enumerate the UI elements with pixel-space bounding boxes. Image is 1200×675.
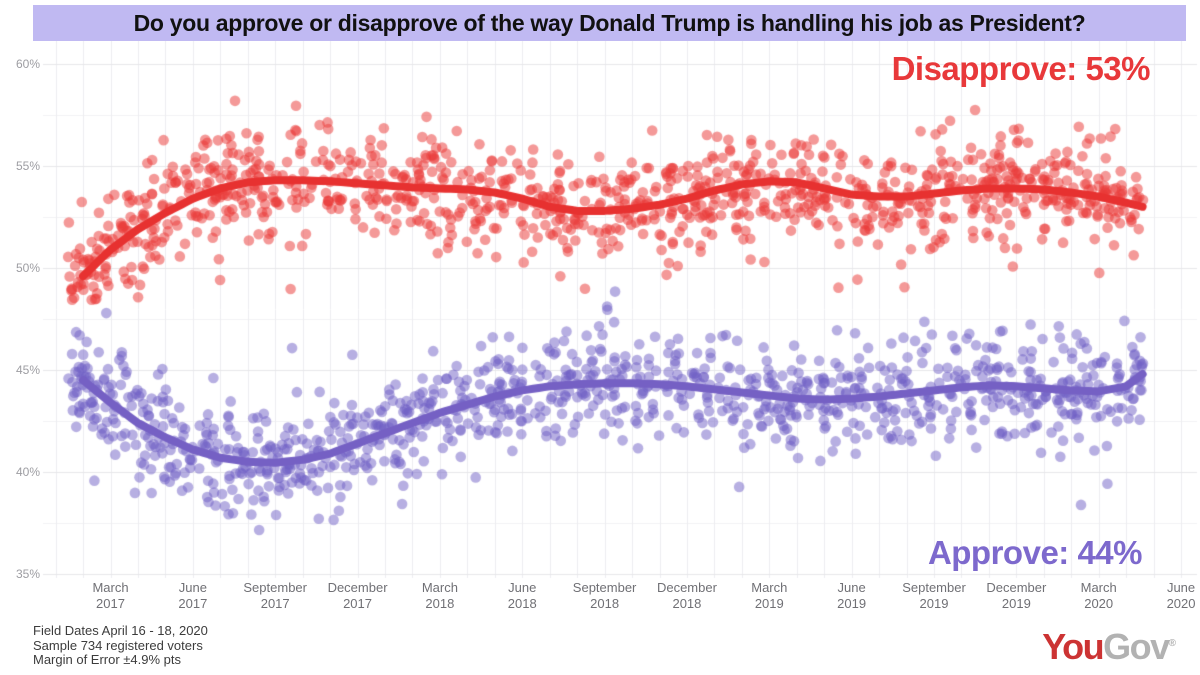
x-tick-label: March 2019 bbox=[751, 580, 788, 611]
y-tick-label: 45% bbox=[15, 363, 40, 377]
footer-notes: Field Dates April 16 - 18, 2020 Sample 7… bbox=[33, 623, 208, 668]
yougov-logo-gov: Gov bbox=[1103, 626, 1170, 667]
chart-title: Do you approve or disapprove of the way … bbox=[133, 10, 1086, 36]
x-tick-label: June 2019 bbox=[837, 580, 867, 611]
x-tick-label: December 2017 bbox=[327, 580, 388, 611]
x-tick-label: December 2018 bbox=[656, 580, 717, 611]
x-tick-label: March 2020 bbox=[1080, 580, 1117, 611]
margin-of-error-note: Margin of Error ±4.9% pts bbox=[33, 652, 182, 667]
x-tick-label: June 2020 bbox=[1166, 580, 1196, 611]
y-tick-label: 50% bbox=[15, 261, 40, 275]
yougov-logo-you: You bbox=[1042, 626, 1104, 667]
x-tick-label: September 2017 bbox=[243, 580, 307, 611]
registered-trademark-icon: ® bbox=[1168, 638, 1176, 649]
x-tick-label: March 2017 bbox=[92, 580, 129, 611]
chart-title-band: Do you approve or disapprove of the way … bbox=[33, 5, 1186, 41]
x-tick-label: September 2019 bbox=[902, 580, 966, 611]
x-tick-label: December 2019 bbox=[986, 580, 1047, 611]
x-tick-label: June 2017 bbox=[178, 580, 208, 611]
disapprove-value-label: Disapprove: 53% bbox=[891, 50, 1151, 87]
y-tick-label: 60% bbox=[15, 57, 40, 71]
y-tick-label: 40% bbox=[15, 465, 40, 479]
x-tick-label: March 2018 bbox=[421, 580, 458, 611]
x-tick-label: June 2018 bbox=[507, 580, 537, 611]
sample-note: Sample 734 registered voters bbox=[33, 637, 203, 653]
x-tick-label: September 2018 bbox=[572, 580, 637, 611]
y-tick-label: 55% bbox=[15, 159, 40, 173]
y-tick-label: 35% bbox=[15, 567, 40, 581]
approve-value-label: Approve: 44% bbox=[927, 534, 1143, 571]
yougov-logo: YouGov® bbox=[1042, 626, 1176, 668]
field-dates-note: Field Dates April 16 - 18, 2020 bbox=[33, 623, 208, 638]
